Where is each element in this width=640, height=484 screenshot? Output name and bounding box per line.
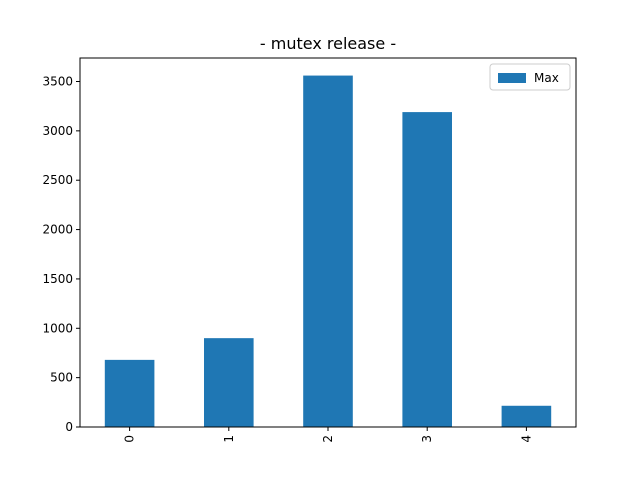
y-tick-label: 3000 bbox=[42, 124, 73, 138]
x-tick-label: 2 bbox=[321, 435, 335, 443]
y-tick-label: 500 bbox=[50, 371, 73, 385]
plot-frame bbox=[79, 57, 577, 428]
y-tick-label: 1500 bbox=[42, 272, 73, 286]
bar-3 bbox=[402, 112, 452, 427]
bar-2 bbox=[303, 75, 353, 428]
bar-4 bbox=[501, 405, 552, 427]
legend-label-max: Max bbox=[534, 71, 559, 85]
y-tick-label: 2500 bbox=[42, 173, 73, 187]
x-tick-label: 3 bbox=[420, 435, 434, 443]
y-tick-label: 2000 bbox=[42, 223, 73, 237]
y-tick-label: 3500 bbox=[42, 74, 73, 88]
legend-box bbox=[489, 63, 571, 91]
y-axis: 0 500 1000 1500 2000 2500 3000 3500 bbox=[42, 74, 80, 434]
bar-0 bbox=[104, 359, 155, 427]
x-tick-label: 1 bbox=[222, 435, 236, 443]
x-tick-label: 4 bbox=[519, 435, 533, 443]
legend-swatch-max bbox=[498, 73, 526, 83]
chart-title: - mutex release - bbox=[260, 34, 396, 53]
legend: Max bbox=[489, 63, 571, 91]
bars-layer bbox=[104, 75, 552, 428]
bar-1 bbox=[204, 338, 254, 427]
x-tick-label: 0 bbox=[123, 435, 137, 443]
y-tick-label: 0 bbox=[65, 420, 73, 434]
x-axis: 0 1 2 3 4 bbox=[123, 427, 533, 443]
y-tick-label: 1000 bbox=[42, 321, 73, 335]
